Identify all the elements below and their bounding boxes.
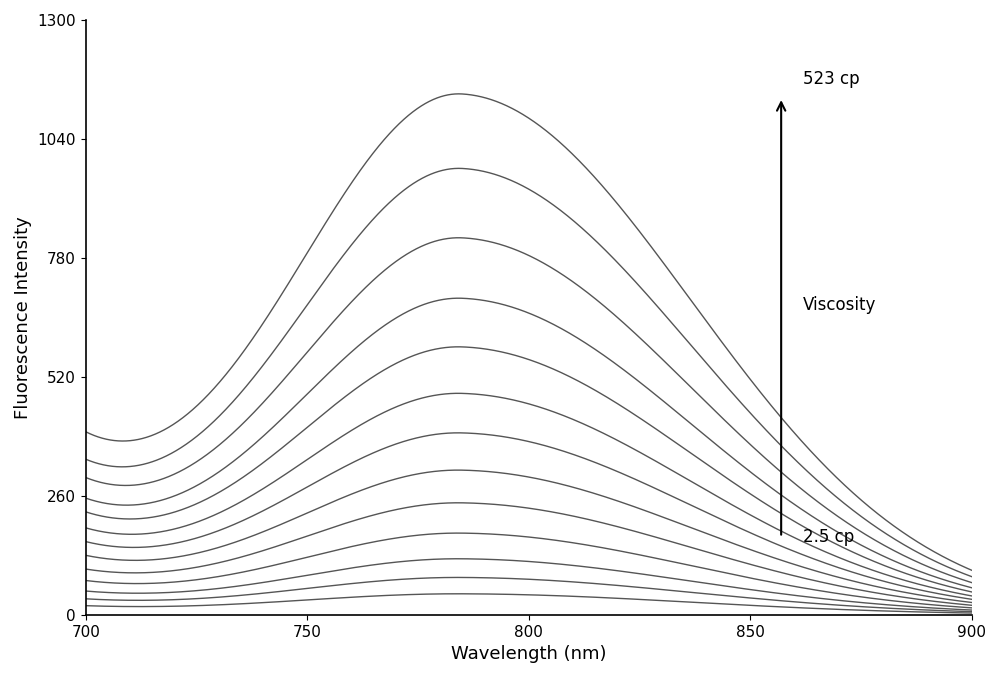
Text: 2.5 cp: 2.5 cp <box>803 529 855 546</box>
Text: Viscosity: Viscosity <box>803 297 877 314</box>
X-axis label: Wavelength (nm): Wavelength (nm) <box>451 645 606 663</box>
Y-axis label: Fluorescence Intensity: Fluorescence Intensity <box>14 216 32 419</box>
Text: 523 cp: 523 cp <box>803 70 860 89</box>
